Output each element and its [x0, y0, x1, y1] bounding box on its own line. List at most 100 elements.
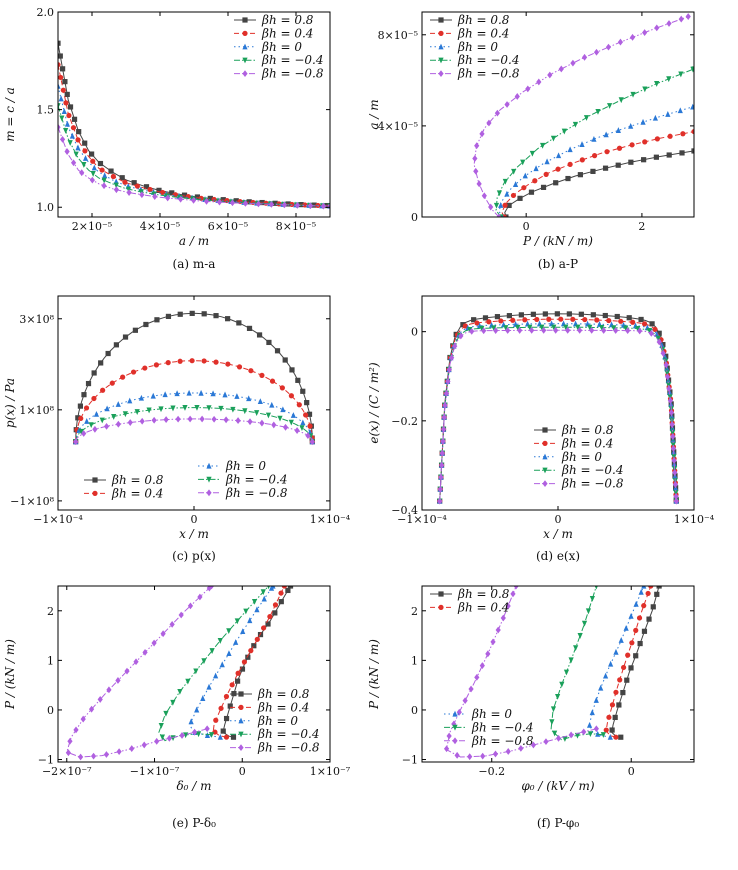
data-point [522, 172, 528, 179]
legend-marker [452, 737, 458, 745]
data-point [302, 202, 308, 208]
data-point [218, 405, 224, 412]
data-point [115, 401, 121, 407]
data-point [594, 586, 598, 590]
series-line [439, 329, 677, 502]
y-tick-label: −0.4 [391, 504, 418, 517]
y-tick-label: −1×10⁸ [10, 495, 54, 508]
data-point [169, 620, 175, 628]
data-point [60, 66, 66, 72]
data-point [75, 137, 81, 143]
data-point [152, 193, 158, 200]
data-point [300, 419, 306, 426]
data-point [525, 85, 531, 93]
data-point [254, 606, 260, 613]
data-point [640, 118, 646, 125]
y-tick-label: 1 [411, 654, 418, 667]
data-point [99, 417, 105, 424]
data-point [233, 639, 239, 645]
data-point [65, 749, 71, 757]
data-point [572, 121, 579, 128]
data-point [241, 659, 248, 665]
data-point [542, 311, 548, 317]
x-tick-label: −0.2 [478, 765, 505, 778]
data-point [641, 586, 647, 589]
data-point [655, 335, 661, 342]
data-point [664, 373, 671, 381]
legend-entry: βh = 0 [230, 714, 298, 728]
data-point [235, 417, 241, 424]
data-point [629, 142, 635, 148]
data-point [259, 372, 265, 378]
data-point [197, 593, 203, 601]
legend-marker [242, 43, 248, 50]
x-axis-label: δ₀ / m [176, 779, 211, 793]
legend-marker [92, 490, 98, 496]
data-point [641, 157, 647, 163]
data-point [617, 38, 624, 46]
data-point [456, 708, 462, 716]
data-point [618, 734, 624, 740]
legend-label: βh = 0.8 [457, 13, 510, 27]
data-point [103, 751, 110, 758]
data-point [304, 400, 310, 406]
data-point [544, 158, 550, 165]
legend-marker [438, 591, 444, 597]
data-point [73, 438, 79, 446]
data-point [251, 643, 257, 649]
data-point [162, 391, 168, 398]
data-point [85, 380, 92, 387]
data-point [503, 325, 509, 331]
legend-label: βh = −0.4 [261, 53, 324, 67]
legend-marker [238, 691, 244, 697]
data-point [563, 324, 569, 331]
data-point [213, 359, 219, 365]
data-point [650, 604, 656, 610]
legend-marker [542, 427, 548, 433]
data-point [77, 403, 84, 409]
data-point [691, 66, 694, 73]
data-point [561, 128, 567, 135]
plot-frame [421, 11, 695, 218]
legend-entry: βh = −0.4 [234, 53, 324, 67]
legend-label: βh = 0 [471, 707, 512, 721]
data-point [268, 200, 275, 208]
data-point [645, 590, 651, 597]
data-point [667, 133, 673, 139]
data-point [479, 662, 485, 669]
data-point [201, 358, 207, 364]
data-point [551, 324, 557, 331]
data-point [129, 745, 135, 752]
y-tick-label: 0 [411, 704, 418, 717]
data-point [303, 412, 309, 418]
data-point [494, 109, 501, 117]
data-point [246, 395, 252, 402]
data-point [471, 317, 477, 323]
legend-marker [452, 724, 458, 731]
data-point [177, 311, 183, 317]
legend-entry: βh = 0 [234, 40, 302, 54]
data-point [58, 62, 61, 68]
legend-label: βh = −0.4 [225, 472, 288, 486]
legend-label: βh = −0.8 [471, 734, 534, 748]
data-point [518, 312, 524, 318]
data-point [685, 13, 691, 20]
data-point [606, 714, 612, 720]
data-point [80, 715, 86, 723]
data-point [673, 490, 679, 496]
data-point [486, 319, 492, 325]
data-point [126, 189, 132, 196]
legend-entry: βh = −0.8 [230, 741, 320, 755]
data-point [673, 493, 679, 500]
data-point [623, 325, 629, 332]
data-point [458, 332, 464, 340]
data-point [553, 326, 559, 334]
legend-label: βh = 0 [261, 40, 302, 54]
legend-marker [438, 57, 444, 64]
data-point [574, 732, 581, 739]
legend-marker [452, 710, 458, 717]
data-point [646, 328, 653, 334]
data-point [630, 91, 636, 98]
data-point [649, 321, 655, 327]
legend-entry: βh = 0.4 [234, 26, 313, 40]
